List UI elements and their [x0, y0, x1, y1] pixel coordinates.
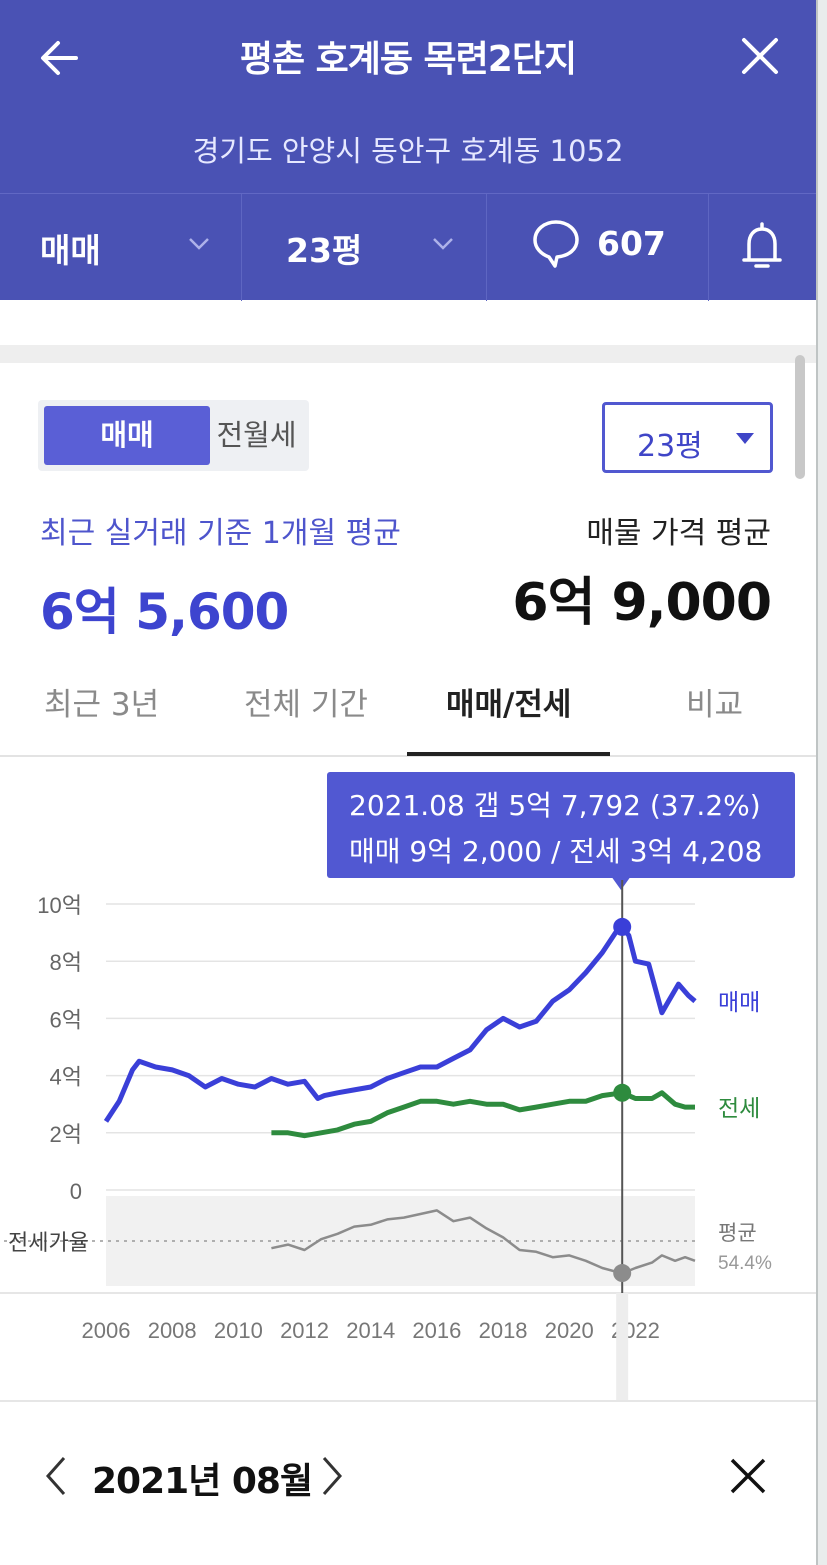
x-tick-label: 2008	[148, 1318, 197, 1343]
triangle-down-icon	[736, 433, 754, 444]
highlight-stem	[616, 1293, 629, 1400]
segment-rent[interactable]: 전월세	[216, 418, 297, 452]
y-tick-label: 10억	[37, 893, 82, 918]
y-tick-label: 0	[70, 1179, 82, 1204]
close-icon	[742, 38, 778, 74]
chevron-right-icon	[322, 1457, 343, 1495]
x-tick-label: 2016	[412, 1318, 461, 1343]
tab-all-period[interactable]: 전체 기간	[244, 687, 368, 723]
size-select-label: 23평	[637, 429, 703, 464]
alert-button[interactable]	[709, 194, 816, 301]
x-tick-label: 2020	[545, 1318, 594, 1343]
y-tick-label: 8억	[50, 950, 82, 975]
ratio-label: 전세가율	[8, 1230, 89, 1255]
top-header: 평촌 호계동 목련2단지 경기도 안양시 동안구 호계동 1052 매매 23평…	[0, 0, 816, 301]
previous-month-button[interactable]	[38, 1452, 74, 1500]
ratio-average-label: 평균	[718, 1222, 757, 1245]
size-select[interactable]: 23평	[602, 402, 773, 473]
tooltip-gap-line: 2021.08 갭 5억 7,792 (37.2%)	[349, 789, 761, 822]
close-icon	[730, 1458, 766, 1494]
tab-sale-jeonse[interactable]: 매매/전세	[446, 687, 572, 723]
trade-type-label: 매매	[40, 231, 101, 270]
header-toolbar: 매매 23평 607	[0, 193, 816, 301]
page-title: 평촌 호계동 목련2단지	[239, 39, 577, 80]
active-tab-indicator	[407, 752, 610, 756]
trade-type-dropdown[interactable]: 매매	[0, 194, 242, 301]
price-chart[interactable]: 10억 8억 6억 4억 2억 0 전세가율 평균 54.4% 2006 2008 2010 2012 2…	[0, 880, 816, 1400]
jeonse-series-label: 전세	[718, 1095, 760, 1121]
chevron-down-icon	[189, 238, 209, 250]
listing-average-value: 6억 9,000	[512, 573, 772, 633]
recent-average-label: 최근 실거래 기준 1개월 평균	[40, 516, 401, 551]
segment-sale[interactable]: 매매	[44, 406, 210, 465]
next-month-button[interactable]	[314, 1452, 350, 1500]
x-tick-label: 2012	[280, 1318, 329, 1343]
date-navigator: 2021년 08월	[0, 1400, 816, 1565]
size-label: 23평	[286, 231, 363, 270]
tooltip-arrow	[611, 876, 631, 890]
close-button[interactable]	[736, 34, 784, 78]
jeonse-highlight-point	[613, 1083, 632, 1102]
comments-button[interactable]: 607	[487, 194, 709, 301]
section-divider	[0, 345, 816, 363]
x-tick-label: 2014	[346, 1318, 395, 1343]
tab-recent-3y[interactable]: 최근 3년	[44, 687, 160, 723]
recent-average-value: 6억 5,600	[40, 583, 289, 641]
tab-compare[interactable]: 비교	[686, 687, 744, 723]
scrollbar-thumb[interactable]	[795, 355, 805, 479]
chart-tooltip: 2021.08 갭 5억 7,792 (37.2%) 매매 9억 2,000 /…	[327, 772, 795, 878]
speech-bubble-icon	[533, 220, 579, 268]
bell-icon	[742, 222, 782, 268]
sale-series-label: 매매	[718, 989, 760, 1015]
selected-date: 2021년 08월	[92, 1461, 313, 1502]
ratio-series-line	[271, 1209, 696, 1275]
x-tick-label: 2018	[479, 1318, 528, 1343]
chevron-left-icon	[45, 1457, 66, 1495]
sale-series-line	[103, 924, 697, 1123]
y-tick-label: 6억	[50, 1007, 82, 1032]
ratio-highlight-point	[613, 1264, 632, 1283]
period-tabs: 최근 3년 전체 기간 매매/전세 비교	[0, 655, 816, 757]
size-dropdown[interactable]: 23평	[242, 194, 487, 301]
tooltip-price-line: 매매 9억 2,000 / 전세 3억 4,208	[349, 835, 763, 868]
ratio-average-value: 54.4%	[718, 1253, 772, 1274]
y-tick-label: 4억	[50, 1065, 82, 1090]
x-tick-label: 2010	[214, 1318, 263, 1343]
listing-average-label: 매물 가격 평균	[586, 516, 771, 551]
jeonse-series-line	[271, 1090, 695, 1139]
arrow-left-icon	[41, 41, 78, 75]
address-text: 경기도 안양시 동안구 호계동 1052	[192, 134, 624, 168]
x-tick-label: 2006	[82, 1318, 131, 1343]
map-edge	[816, 0, 827, 1565]
sale-highlight-point	[613, 917, 632, 936]
trade-segment-control: 매매 전월세	[38, 400, 309, 471]
chevron-down-icon	[433, 238, 453, 250]
comment-count: 607	[597, 224, 666, 263]
y-tick-label: 2억	[50, 1122, 82, 1147]
back-button[interactable]	[36, 36, 84, 80]
date-close-button[interactable]	[726, 1454, 770, 1498]
